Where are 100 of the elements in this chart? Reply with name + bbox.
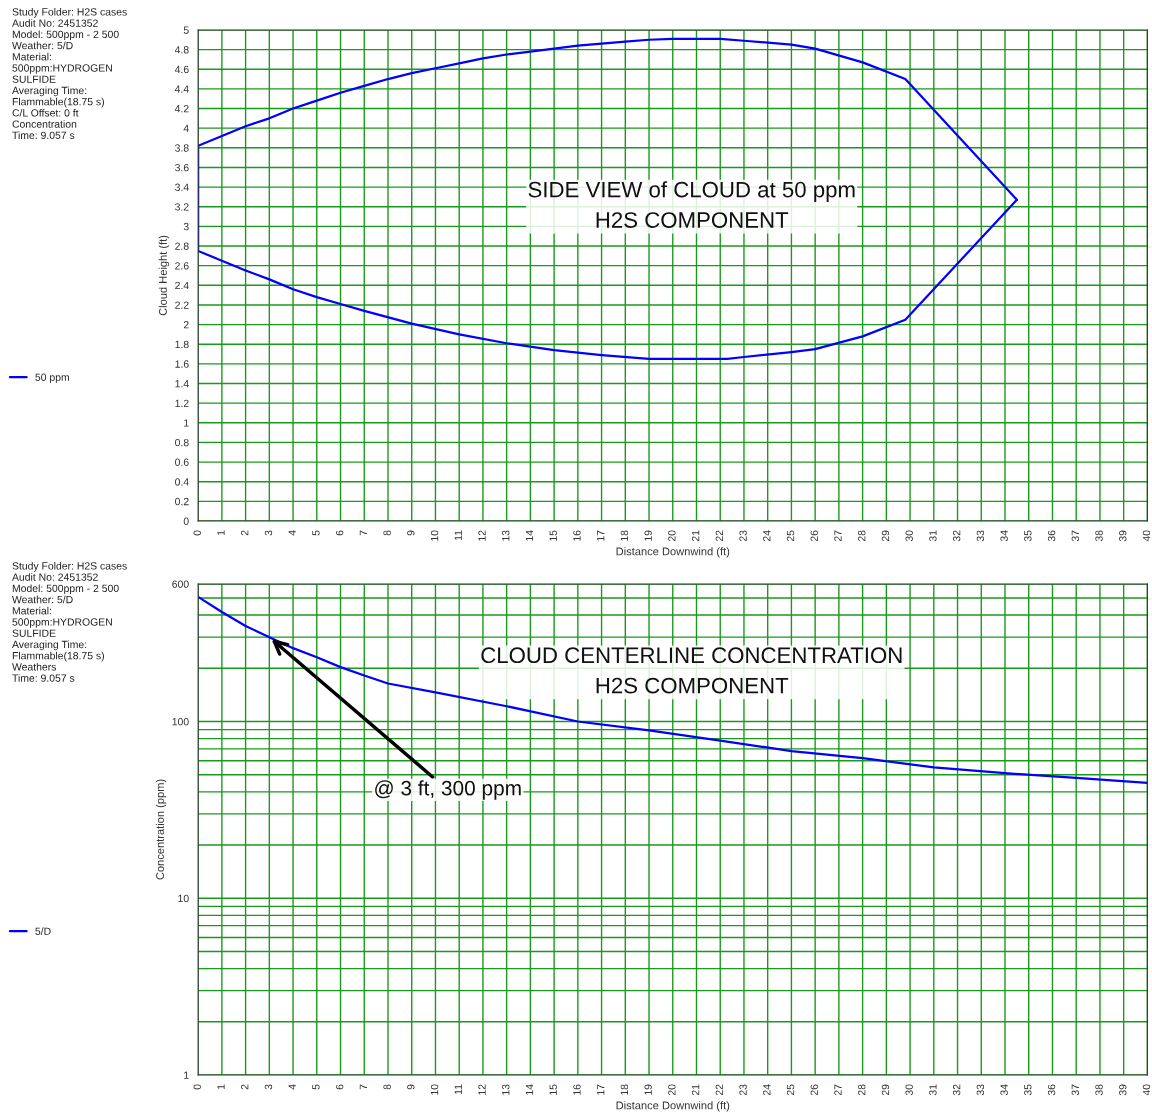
y-tick-label: 2.8: [175, 242, 189, 250]
x-tick-label: 21: [691, 1084, 700, 1096]
x-tick-label: 12: [478, 530, 486, 541]
x-tick-label: 3: [264, 530, 273, 536]
x-tick-label: 0: [193, 1084, 201, 1090]
x-tick-label: 4: [288, 530, 296, 536]
x-tick-label: 7: [359, 530, 367, 536]
x-tick-label: 3: [264, 1084, 273, 1090]
x-tick-label: 17: [597, 1084, 605, 1095]
text: Study Folder: H2S cases Audit No: 2451352 Model: 500ppm - 2 500 Weather: 5/D Material: 500ppm:HYDROGEN SULFIDE Averaging Time: Flammable(18.75 s) Weathers Time: 9.057 s: [12, 561, 127, 682]
y-tick-label: 2: [183, 321, 189, 329]
x-tick-label: 35: [1024, 1084, 1032, 1096]
x-tick-label: 25: [786, 530, 795, 542]
x-tick-label: 13: [502, 530, 510, 541]
x-tick-label: 32: [952, 530, 961, 542]
x-axis-title: Distance Downwind (ft): [616, 547, 730, 558]
x-tick-label: 28: [858, 1084, 866, 1096]
x-tick-label: 11: [454, 1084, 462, 1095]
x-tick-label: 6: [335, 530, 344, 536]
x-tick-label: 27: [834, 1084, 842, 1096]
x-tick-label: 14: [525, 530, 534, 541]
x-tick-label: 16: [573, 1084, 581, 1095]
x-tick-label: 36: [1047, 530, 1056, 542]
x-tick-label: 24: [763, 1084, 771, 1096]
x-tick-label: 4: [288, 1084, 296, 1090]
x-tick-label: 1: [217, 530, 225, 536]
y-tick-label: 0: [183, 517, 189, 525]
x-tick-label: 20: [668, 530, 676, 542]
y-tick-label: 10: [178, 894, 189, 903]
x-tick-label: 38: [1095, 530, 1103, 542]
y-tick-label: 3.2: [175, 203, 189, 211]
x-tick-label: 21: [691, 530, 700, 542]
y-tick-label: 2.6: [175, 262, 189, 270]
x-tick-label: 36: [1047, 1084, 1056, 1096]
y-tick-label: 1.2: [175, 399, 189, 407]
x-tick-label: 31: [929, 1084, 937, 1096]
y-tick-label: 4: [183, 124, 189, 132]
legend-label: 5/D: [35, 927, 51, 935]
x-tick-label: 23: [739, 530, 747, 542]
x-tick-label: 24: [763, 530, 771, 542]
x-tick-label: 32: [952, 1084, 961, 1096]
x-tick-label: 9: [407, 530, 415, 536]
x-axis-title: Distance Downwind (ft): [616, 1101, 730, 1112]
x-tick-label: 37: [1071, 1084, 1079, 1096]
x-tick-label: 15: [549, 530, 557, 541]
x-tick-label: 26: [810, 1084, 818, 1096]
y-tick-label: 1.4: [175, 380, 189, 388]
x-tick-label: 27: [834, 530, 842, 542]
x-tick-label: 9: [407, 1084, 415, 1090]
y-tick-label: 600: [172, 580, 189, 588]
x-tick-label: 0: [193, 530, 201, 536]
y-tick-label: 5: [183, 26, 189, 34]
y-tick-label: 0.4: [175, 478, 189, 486]
x-tick-label: 30: [905, 530, 913, 542]
text: SIDE VIEW of CLOUD at 50 ppm H2S COMPONENT: [528, 181, 855, 228]
x-tick-label: 25: [786, 1084, 795, 1096]
x-tick-label: 23: [739, 1084, 747, 1096]
x-tick-label: 2: [241, 530, 249, 536]
y-axis-title: Cloud Height (ft): [158, 235, 170, 316]
y-tick-label: 3.6: [175, 163, 189, 172]
x-tick-label: 19: [644, 530, 652, 541]
y-tick-label: 2.4: [175, 281, 189, 290]
y-tick-label: 4.6: [174, 65, 189, 74]
x-tick-label: 37: [1071, 530, 1079, 542]
x-tick-label: 38: [1095, 1084, 1103, 1096]
x-tick-label: 28: [858, 530, 866, 542]
x-tick-label: 10: [430, 530, 439, 541]
legend-label: 50 ppm: [35, 373, 69, 383]
y-tick-label: 2.2: [175, 301, 189, 309]
x-tick-label: 40: [1142, 1084, 1151, 1096]
x-tick-label: 14: [525, 1084, 534, 1095]
text: Study Folder: H2S cases Audit No: 2451352 Model: 500ppm - 2 500 Weather: 5/D Material: 500ppm:HYDROGEN SULFIDE Averaging Time: Flammable(18.75 s) C/L Offset: 0 ft Concentration Time: 9.057 s: [12, 7, 127, 140]
y-tick-label: 4.8: [174, 46, 189, 54]
x-tick-label: 2: [241, 1084, 249, 1090]
x-tick-label: 35: [1024, 530, 1032, 542]
text: CLOUD CENTERLINE CONCENTRATION H2S COMPONENT: [481, 647, 902, 694]
y-tick-label: 1.8: [175, 340, 189, 349]
x-tick-label: 5: [312, 530, 320, 536]
x-tick-label: 18: [620, 530, 629, 541]
x-tick-label: 29: [881, 1084, 890, 1096]
x-tick-label: 6: [335, 1084, 344, 1090]
y-tick-label: 0.2: [175, 497, 189, 506]
x-tick-label: 7: [359, 1084, 367, 1090]
y-tick-label: 3.4: [175, 183, 189, 191]
x-tick-label: 33: [976, 1084, 985, 1096]
x-tick-label: 39: [1119, 1084, 1127, 1096]
y-tick-label: 4.2: [174, 105, 189, 113]
x-tick-label: 39: [1119, 530, 1127, 542]
y-tick-label: 3.8: [175, 144, 189, 152]
y-tick-label: 0.8: [175, 438, 189, 447]
x-tick-label: 30: [905, 1084, 913, 1096]
y-axis-title: Concentration (ppm): [155, 779, 167, 880]
x-tick-label: 10: [430, 1084, 439, 1095]
x-tick-label: 13: [502, 1084, 510, 1095]
x-tick-label: 8: [383, 1084, 391, 1090]
x-tick-label: 33: [976, 530, 985, 542]
y-tick-label: 1.6: [175, 360, 189, 368]
x-tick-label: 12: [478, 1084, 486, 1095]
x-tick-label: 20: [668, 1084, 676, 1096]
x-tick-label: 11: [454, 530, 462, 541]
